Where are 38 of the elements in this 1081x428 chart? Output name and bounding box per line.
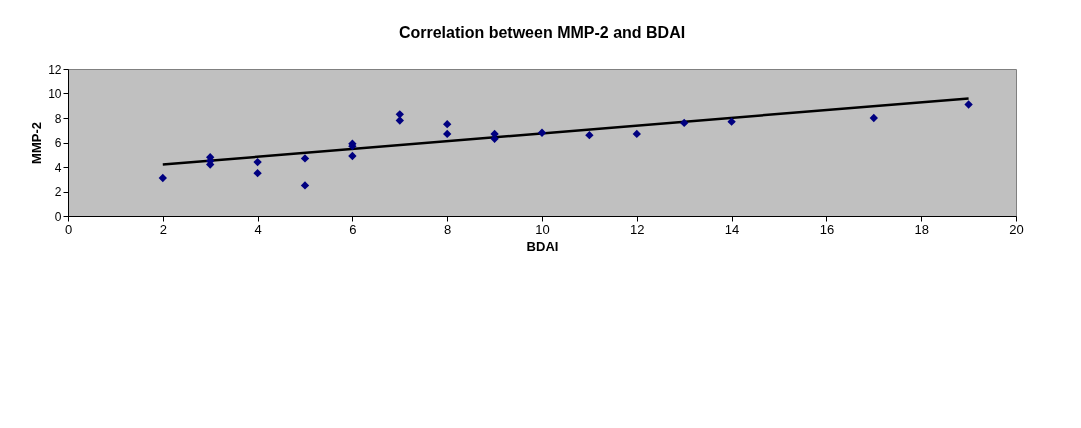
point [300,154,310,163]
y-axis-title: MMP-2 [29,122,45,164]
y-tick-label: 8 [54,111,62,126]
x-tick-label: 4 [254,221,262,237]
point [680,118,689,128]
point [443,129,452,139]
x-tick-label: 2 [159,221,167,237]
x-tick-label: 16 [819,221,835,237]
chart-title: Correlation between MMP-2 and BDAI [398,24,686,41]
x-tick-label: 8 [444,221,452,237]
x-tick-label: 12 [630,221,645,237]
point [727,117,736,126]
x-tick-label: 6 [349,221,357,237]
point [395,110,404,119]
point [537,128,547,137]
point [300,181,310,190]
y-tick-label: 2 [54,185,62,199]
point [395,116,404,125]
point [632,129,641,139]
point [443,119,452,129]
point [253,157,262,167]
point [964,100,973,109]
point [348,151,357,161]
y-tick-label: 12 [48,62,62,77]
point [585,130,594,140]
y-tick-label: 6 [54,136,62,150]
y-tick-label: 0 [54,209,62,224]
x-tick-label: 18 [914,221,929,237]
x-tick-label: 0 [64,221,73,237]
point [158,173,167,183]
point [869,113,878,123]
y-tick-label: 4 [54,160,62,175]
x-tick-label: 20 [1009,221,1024,237]
point [253,168,262,178]
y-tick-label: 10 [48,87,62,101]
x-tick-label: 14 [724,221,740,237]
x-tick-label: 10 [535,221,550,237]
x-axis-title: BDAI [526,238,559,254]
